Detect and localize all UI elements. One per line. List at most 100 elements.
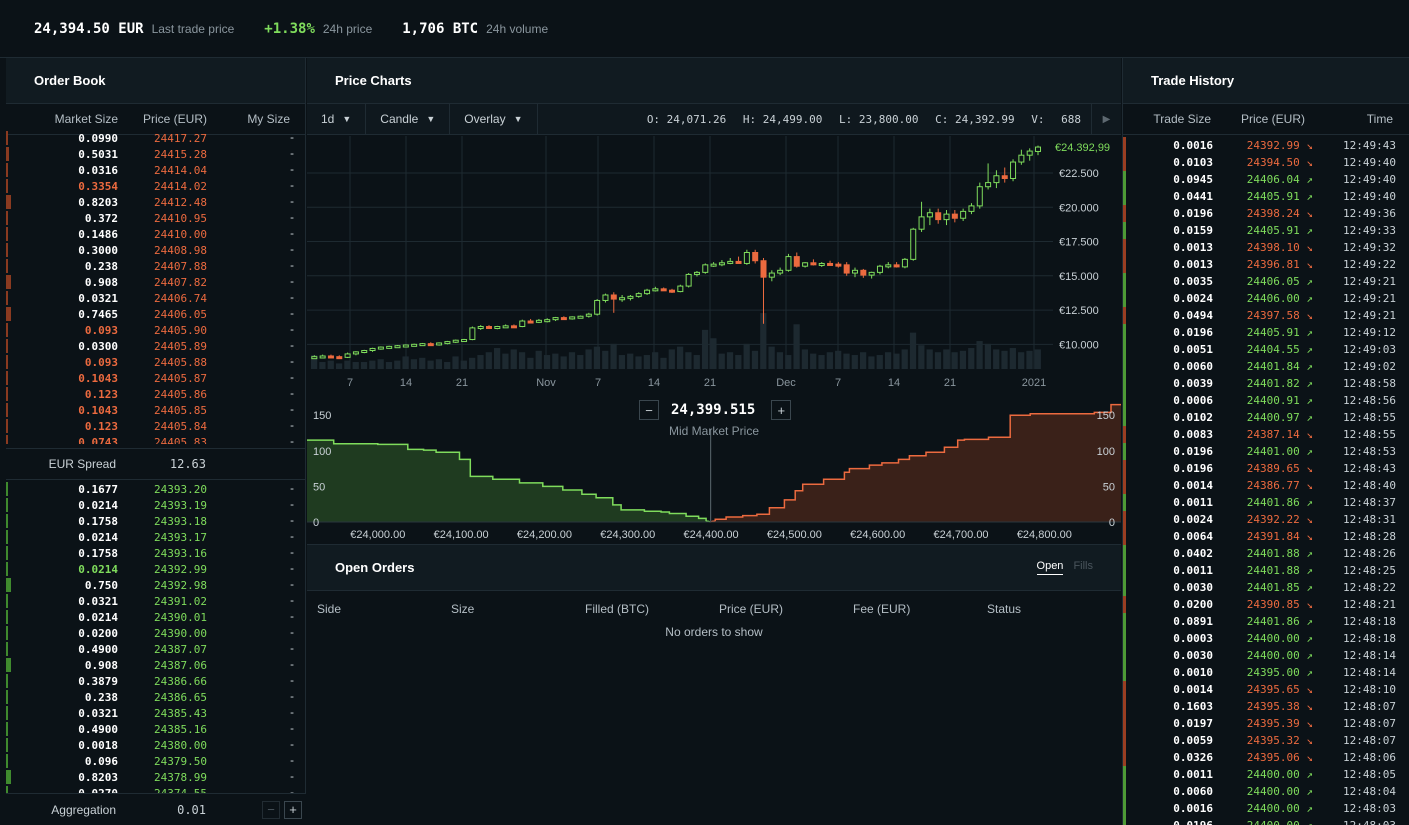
- ask-row[interactable]: 0.1043 24405.87 -: [6, 370, 305, 386]
- bid-row[interactable]: 0.0018 24380.00 -: [6, 737, 305, 753]
- bid-row[interactable]: 0.4900 24387.07 -: [6, 641, 305, 657]
- trade-time: 12:49:21: [1343, 309, 1396, 322]
- aggregation-decrease-button[interactable]: −: [262, 800, 280, 819]
- trade-row: 0.0035 24406.05 ↗ 12:49:21: [1123, 273, 1409, 290]
- bid-row[interactable]: 0.1677 24393.20 -: [6, 481, 305, 497]
- volume-bar: [635, 356, 642, 369]
- trade-price-value: 24401.84: [1246, 360, 1300, 373]
- bid-list[interactable]: 0.1677 24393.20 - 0.0214 24393.19 - 0.1758 2439…: [6, 481, 305, 799]
- volume-bar: [793, 324, 800, 369]
- bid-row[interactable]: 0.0321 24391.02 -: [6, 593, 305, 609]
- trade-price-value: 24406.00: [1246, 292, 1300, 305]
- trade-price-value: 24401.88: [1246, 547, 1300, 560]
- market-size: 0.0300: [78, 339, 118, 353]
- zoom-in-button[interactable]: +: [771, 400, 792, 420]
- ask-row[interactable]: 0.8203 24412.48 -: [6, 194, 305, 210]
- zoom-out-button[interactable]: −: [639, 400, 659, 420]
- price-change-stat: +1.38% 24h price: [264, 21, 372, 37]
- candle-body: [993, 175, 1000, 184]
- ask-row[interactable]: 0.5031 24415.28 -: [6, 146, 305, 162]
- trade-side-marker: [1123, 307, 1126, 324]
- ask-row[interactable]: 0.1043 24405.85 -: [6, 402, 305, 418]
- volume-bar: [959, 350, 967, 369]
- price: 24386.65: [154, 690, 207, 704]
- trade-price: 24406.00 ↗: [1213, 292, 1313, 305]
- ask-row[interactable]: 0.0300 24405.89 -: [6, 338, 305, 354]
- ask-row[interactable]: 0.0316 24414.04 -: [6, 162, 305, 178]
- ask-row[interactable]: 0.0321 24406.74 -: [6, 290, 305, 306]
- ask-row[interactable]: 0.7465 24406.05 -: [6, 306, 305, 322]
- candle-body: [519, 320, 526, 328]
- candle-body: [735, 260, 742, 264]
- candle-body: [602, 294, 609, 301]
- aggregation-increase-button[interactable]: +: [284, 800, 302, 819]
- bid-row[interactable]: 0.3879 24386.66 -: [6, 673, 305, 689]
- trade-list[interactable]: 0.0016 24392.99 ↘ 12:49:43 0.0103 24394.50 ↘…: [1123, 135, 1409, 825]
- trade-size: 0.0014: [1173, 683, 1213, 696]
- ask-row[interactable]: 0.093 24405.90 -: [6, 322, 305, 338]
- depth-x-tick: €24,700.00: [934, 529, 989, 541]
- price: 24380.00: [154, 738, 207, 752]
- ask-row[interactable]: 0.372 24410.95 -: [6, 210, 305, 226]
- volume-bar: [984, 343, 992, 369]
- bid-row[interactable]: 0.908 24387.06 -: [6, 657, 305, 673]
- trade-row: 0.019624400.00 ↗12:48:03: [1123, 817, 1409, 825]
- bid-row[interactable]: 0.750 24392.98 -: [6, 577, 305, 593]
- ask-row[interactable]: 0.3000 24408.98 -: [6, 242, 305, 258]
- bid-row[interactable]: 0.238 24386.65 -: [6, 689, 305, 705]
- trade-side-marker: [1123, 579, 1126, 596]
- bid-row[interactable]: 0.0214 24390.01 -: [6, 609, 305, 625]
- my-size: -: [290, 244, 294, 256]
- trade-price-value: 24400.00: [1246, 785, 1300, 798]
- ask-list[interactable]: 0.0990 24417.27 - 0.5031 24415.28 - 0.0316 2441…: [6, 130, 305, 444]
- bid-row[interactable]: 0.1758 24393.16 -: [6, 545, 305, 561]
- bid-row[interactable]: 0.0214 24393.17 -: [6, 529, 305, 545]
- ask-row[interactable]: 0.123 24405.84 -: [6, 418, 305, 434]
- depth-chart[interactable]: 0 0 50 50 100 100 150 150 €24,000.00 €24,100.00 €2…: [307, 391, 1121, 543]
- bid-row[interactable]: 0.0200 24390.00 -: [6, 625, 305, 641]
- tab-fills[interactable]: Fills: [1073, 560, 1093, 572]
- ask-row[interactable]: 0.3354 24414.02 -: [6, 178, 305, 194]
- bid-row[interactable]: 0.0321 24385.43 -: [6, 705, 305, 721]
- volume-bar: [677, 346, 684, 369]
- last-price-stat: 24,394.50 EUR Last trade price: [34, 21, 234, 37]
- depth-y-tick-right: 100: [1097, 446, 1115, 458]
- candle-body: [968, 205, 975, 212]
- arrow-down-right-icon: ↘: [1299, 598, 1313, 611]
- bid-row[interactable]: 0.1758 24393.18 -: [6, 513, 305, 529]
- candle-body: [436, 342, 443, 346]
- ask-row[interactable]: 0.1486 24410.00 -: [6, 226, 305, 242]
- bid-row[interactable]: 0.8203 24378.99 -: [6, 769, 305, 785]
- ask-depth-area: [710, 404, 1121, 522]
- trade-size: 0.0441: [1173, 190, 1213, 203]
- candlestick-chart[interactable]: €10.000 €12.500 €15.000 €17.500 €20.000 €22.5…: [307, 136, 1121, 391]
- ask-row[interactable]: 0.0743 24405.83 -: [6, 434, 305, 444]
- arrow-up-right-icon: ↗: [1299, 581, 1313, 594]
- volume-bar: [344, 360, 351, 369]
- ask-row[interactable]: 0.093 24405.88 -: [6, 354, 305, 370]
- overlay-dropdown[interactable]: Overlay ▼: [450, 103, 538, 135]
- arrow-down-right-icon: ↘: [1299, 309, 1313, 322]
- trade-price-value: 24401.00: [1246, 445, 1300, 458]
- ask-row[interactable]: 0.908 24407.82 -: [6, 274, 305, 290]
- bid-row[interactable]: 0.096 24379.50 -: [6, 753, 305, 769]
- chart-forward-button[interactable]: ▶: [1091, 103, 1121, 135]
- y-tick-label: €15.000: [1059, 271, 1099, 283]
- bid-row[interactable]: 0.4900 24385.16 -: [6, 721, 305, 737]
- volume-bar: [643, 355, 650, 369]
- volume-bar: [1034, 349, 1041, 369]
- bid-row[interactable]: 0.0214 24393.19 -: [6, 497, 305, 513]
- depth-bar: [6, 514, 8, 528]
- candle-body: [510, 325, 517, 329]
- bid-row[interactable]: 0.0214 24392.99 -: [6, 561, 305, 577]
- ask-row[interactable]: 0.0990 24417.27 -: [6, 130, 305, 146]
- tab-open[interactable]: Open: [1036, 560, 1064, 575]
- interval-dropdown[interactable]: 1d ▼: [307, 103, 367, 135]
- trade-row: 0.0326 24395.06 ↘ 12:48:06: [1123, 749, 1409, 766]
- chart-type-dropdown[interactable]: Candle ▼: [366, 103, 451, 135]
- candle-body: [352, 351, 359, 355]
- ask-row[interactable]: 0.123 24405.86 -: [6, 386, 305, 402]
- chart-toolbar: 1d ▼ Candle ▼ Overlay ▼ O: 24,071.26 H: 24,…: [307, 103, 1121, 135]
- ask-row[interactable]: 0.238 24407.88 -: [6, 258, 305, 274]
- trade-row: 0.0030 24401.85 ↗ 12:48:22: [1123, 579, 1409, 596]
